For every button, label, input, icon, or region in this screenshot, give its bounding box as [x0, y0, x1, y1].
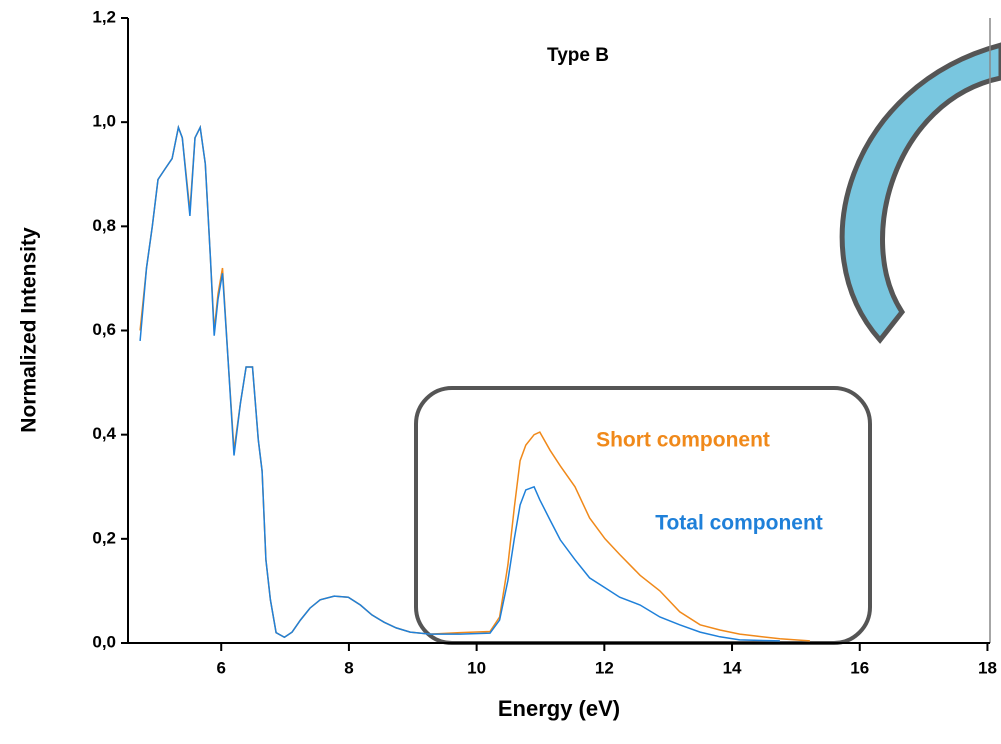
series-line [139, 124, 780, 642]
x-tick-label: 10 [467, 658, 486, 677]
y-tick-label: 0,8 [92, 216, 116, 235]
x-tick-label: 6 [216, 658, 225, 677]
y-tick-label: 0,4 [92, 424, 116, 443]
x-tick-label: 18 [978, 658, 997, 677]
y-tick-label: 0,6 [92, 320, 116, 339]
y-axis-label: Normalized Intensity [18, 227, 41, 433]
chart-title: Type B [547, 45, 609, 66]
y-tick-label: 0,0 [92, 632, 116, 651]
y-tick-label: 1,2 [92, 7, 116, 26]
y-tick-label: 1,0 [92, 112, 116, 131]
x-tick-label: 14 [723, 658, 742, 677]
series-label: Total component [655, 512, 823, 535]
series-label: Short component [596, 429, 770, 452]
x-tick-label: 12 [595, 658, 614, 677]
x-tick-label: 8 [344, 658, 353, 677]
x-axis-label: Energy (eV) [498, 696, 620, 721]
y-tick-label: 0,2 [92, 528, 116, 547]
x-tick-label: 16 [850, 658, 869, 677]
